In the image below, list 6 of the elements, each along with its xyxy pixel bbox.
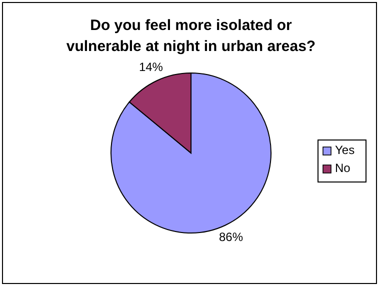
- pie-slice: [110, 72, 272, 234]
- data-label: 14%: [138, 60, 164, 74]
- legend-label: No: [335, 161, 351, 176]
- chart-title: Do you feel more isolated or vulnerable at night in urban areas?: [66, 17, 316, 55]
- data-label: 86%: [219, 230, 244, 244]
- legend-label: Yes: [335, 143, 355, 158]
